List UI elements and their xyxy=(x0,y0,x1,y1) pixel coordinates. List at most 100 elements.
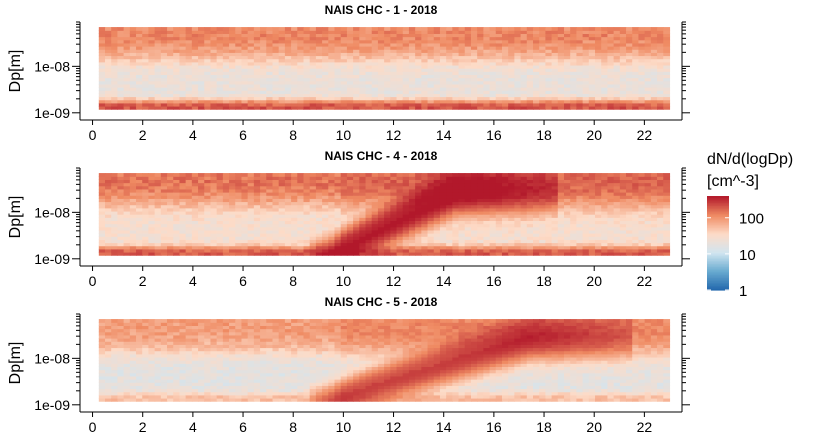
heatmap-cell xyxy=(191,49,199,53)
heatmap-cell xyxy=(626,74,633,79)
heatmap-cell xyxy=(123,30,131,34)
heatmap-cell xyxy=(384,182,391,187)
heatmap-cell xyxy=(123,39,131,44)
heatmap-cell xyxy=(136,58,143,63)
heatmap-cell xyxy=(173,236,181,240)
heatmap-cell xyxy=(650,229,658,234)
heatmap-cell xyxy=(489,77,497,82)
heatmap-cell xyxy=(576,245,584,250)
heatmap-cell xyxy=(514,61,522,66)
heatmap-cell xyxy=(501,93,509,98)
heatmap-cell xyxy=(303,90,311,94)
heatmap-cell xyxy=(613,30,621,34)
heatmap-cell xyxy=(551,198,559,203)
heatmap-cell xyxy=(222,83,230,88)
heatmap-cell xyxy=(570,185,578,190)
heatmap-cell xyxy=(105,68,112,72)
heatmap-cell xyxy=(582,185,590,190)
heatmap-cell xyxy=(173,242,181,247)
heatmap-cell xyxy=(483,251,491,256)
heatmap-cell xyxy=(458,83,466,88)
heatmap-cell xyxy=(198,42,205,47)
heatmap-cell xyxy=(297,198,305,203)
heatmap-cell xyxy=(272,239,280,244)
heatmap-cell xyxy=(359,201,367,206)
heatmap-cell xyxy=(396,226,404,231)
heatmap-cell xyxy=(167,201,174,206)
heatmap-cell xyxy=(117,93,125,98)
heatmap-cell xyxy=(98,55,106,60)
heatmap-cell xyxy=(111,360,119,364)
heatmap-cell xyxy=(179,220,187,225)
heatmap-cell xyxy=(353,207,360,212)
heatmap-cell xyxy=(495,242,503,247)
heatmap-cell xyxy=(129,198,137,203)
heatmap-cell xyxy=(222,185,230,190)
heatmap-cell xyxy=(421,242,429,247)
heatmap-cell xyxy=(371,105,379,110)
heatmap-cell xyxy=(284,188,292,193)
heatmap-cell xyxy=(222,71,230,76)
heatmap-cell xyxy=(626,102,633,107)
heatmap-cell xyxy=(173,49,181,53)
heatmap-cell xyxy=(650,55,658,60)
heatmap-cell xyxy=(650,102,658,107)
heatmap-cell xyxy=(272,83,280,88)
heatmap-cell xyxy=(514,36,522,41)
heatmap-cell xyxy=(371,68,379,72)
heatmap-cell xyxy=(173,77,181,82)
heatmap-cell xyxy=(359,207,367,212)
heatmap-cell xyxy=(235,176,243,180)
heatmap-cell xyxy=(650,207,658,212)
heatmap-cell xyxy=(154,105,162,110)
heatmap-cell xyxy=(136,93,143,98)
heatmap-cell xyxy=(489,27,497,31)
heatmap-cell xyxy=(160,64,168,69)
heatmap-cell xyxy=(98,375,106,380)
heatmap-cell xyxy=(148,179,156,184)
heatmap-cell xyxy=(167,248,174,253)
heatmap-cell xyxy=(421,27,429,31)
heatmap-cell xyxy=(545,42,553,47)
heatmap-cell xyxy=(427,207,435,212)
heatmap-cell xyxy=(557,207,565,212)
heatmap-cell xyxy=(160,30,168,34)
heatmap-cell xyxy=(260,207,267,212)
heatmap-cell xyxy=(334,242,342,247)
heatmap-cell xyxy=(247,55,255,60)
heatmap-cell xyxy=(439,198,447,203)
heatmap-cell xyxy=(328,105,336,110)
heatmap-cell xyxy=(365,185,373,190)
heatmap-cell xyxy=(253,195,261,199)
heatmap-cell xyxy=(198,87,205,91)
heatmap-cell xyxy=(291,201,298,206)
heatmap-cell xyxy=(136,61,143,66)
heatmap-cell xyxy=(638,33,646,38)
heatmap-cell xyxy=(129,229,137,234)
heatmap-cell xyxy=(570,220,578,225)
heatmap-cell xyxy=(470,46,478,50)
heatmap-cell xyxy=(241,204,249,209)
heatmap-cell xyxy=(470,83,478,88)
heatmap-cell xyxy=(204,251,212,256)
heatmap-cell xyxy=(260,61,267,66)
heatmap-cell xyxy=(539,204,546,209)
heatmap-cell xyxy=(377,220,385,225)
heatmap-cell xyxy=(421,220,429,225)
heatmap-cell xyxy=(446,188,453,193)
heatmap-cell xyxy=(458,226,466,231)
heatmap-cell xyxy=(384,46,391,50)
heatmap-cell xyxy=(204,27,212,31)
heatmap-cell xyxy=(663,105,671,110)
heatmap-cell xyxy=(483,74,491,79)
heatmap-cell xyxy=(111,385,119,390)
heatmap-cell xyxy=(402,173,410,177)
heatmap-cell xyxy=(105,388,112,393)
heatmap-cell xyxy=(576,74,584,79)
heatmap-cell xyxy=(570,201,578,206)
heatmap-cell xyxy=(663,217,671,222)
heatmap-cell xyxy=(551,245,559,250)
heatmap-cell xyxy=(526,204,534,209)
heatmap-cell xyxy=(309,77,317,82)
heatmap-cell xyxy=(142,207,150,212)
